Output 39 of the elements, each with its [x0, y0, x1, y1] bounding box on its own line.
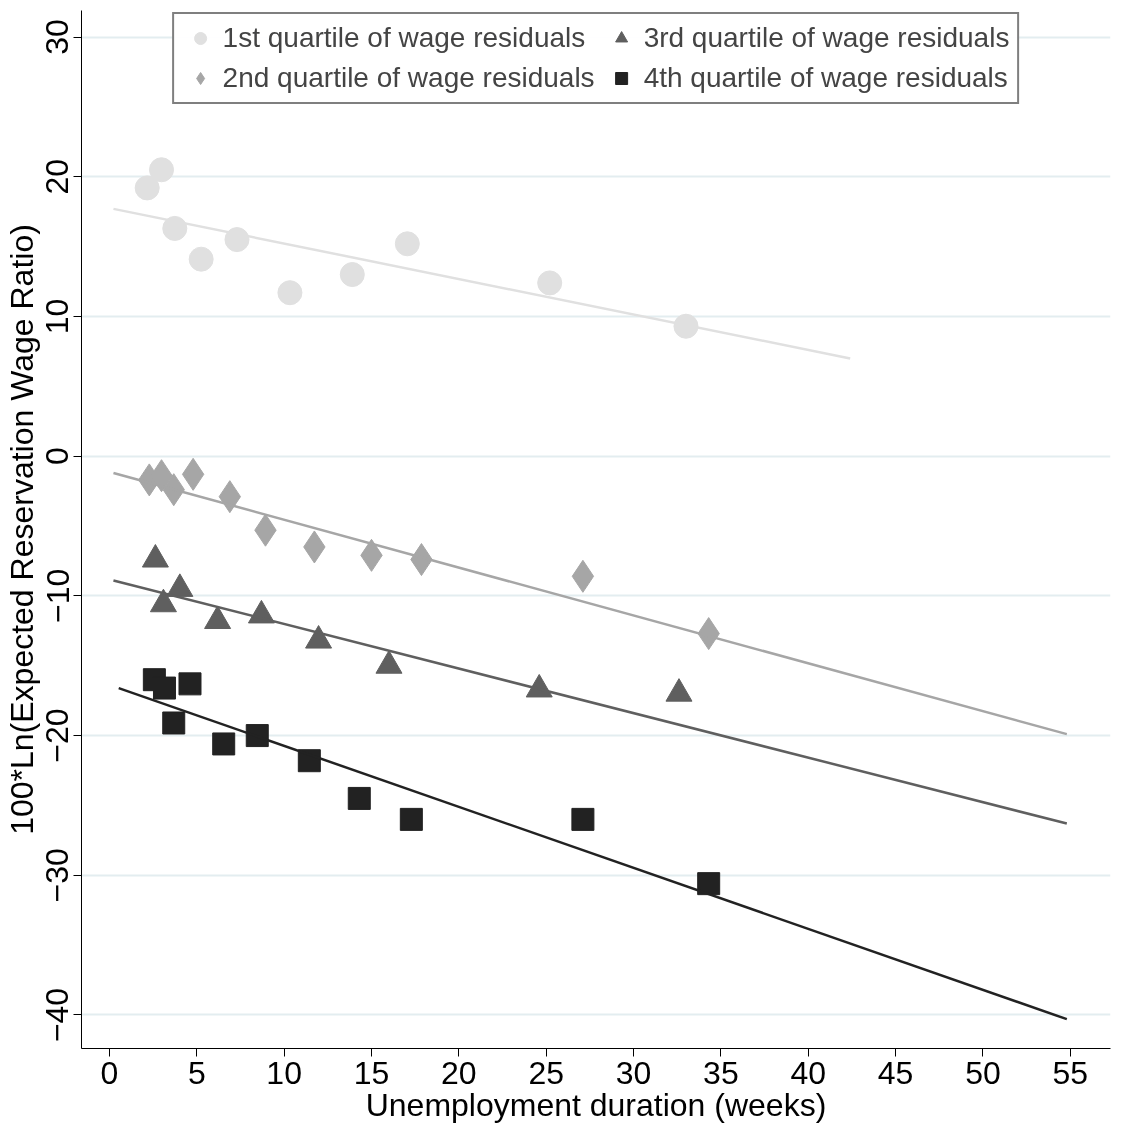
- x-tick-label: 10: [266, 1054, 302, 1091]
- point: [339, 262, 365, 288]
- point: [571, 807, 595, 831]
- x-tick-label: 45: [877, 1054, 914, 1091]
- x-tick-label: 50: [965, 1054, 1001, 1091]
- y-tick-label: 20: [39, 158, 76, 195]
- y-axis-title: 100*Ln(Expected Reservation Wage Ratio): [3, 224, 40, 835]
- y-tick-label: 0: [39, 447, 76, 466]
- point: [162, 215, 188, 241]
- x-tick-label: 55: [1052, 1054, 1089, 1091]
- y-tick-label: −30: [39, 848, 76, 903]
- point: [212, 732, 236, 756]
- point: [181, 457, 205, 491]
- point: [571, 559, 595, 593]
- point: [673, 313, 699, 339]
- point: [152, 676, 176, 700]
- legend-label: 3rd quartile of wage residuals: [643, 22, 1010, 54]
- legend-label: 4th quartile of wage residuals: [643, 62, 1008, 94]
- y-tick-label: 30: [39, 19, 76, 55]
- point: [537, 270, 563, 296]
- point: [178, 672, 202, 696]
- point: [697, 872, 721, 896]
- x-tick-label: 0: [100, 1054, 119, 1091]
- point: [347, 786, 371, 810]
- y-tick-label: −40: [39, 987, 76, 1043]
- point: [149, 157, 175, 183]
- y-tick-label: −20: [39, 708, 76, 763]
- point: [188, 246, 214, 272]
- point: [134, 175, 160, 201]
- y-tick-label: 10: [39, 298, 76, 335]
- point: [224, 227, 250, 253]
- legend-label: 2nd quartile of wage residuals: [222, 62, 595, 94]
- legend-label: 1st quartile of wage residuals: [222, 22, 586, 54]
- point: [394, 231, 420, 257]
- x-tick-label: 5: [187, 1054, 206, 1091]
- point: [162, 711, 186, 735]
- point: [399, 807, 423, 831]
- y-tick-label: −10: [39, 568, 76, 623]
- point: [277, 280, 303, 306]
